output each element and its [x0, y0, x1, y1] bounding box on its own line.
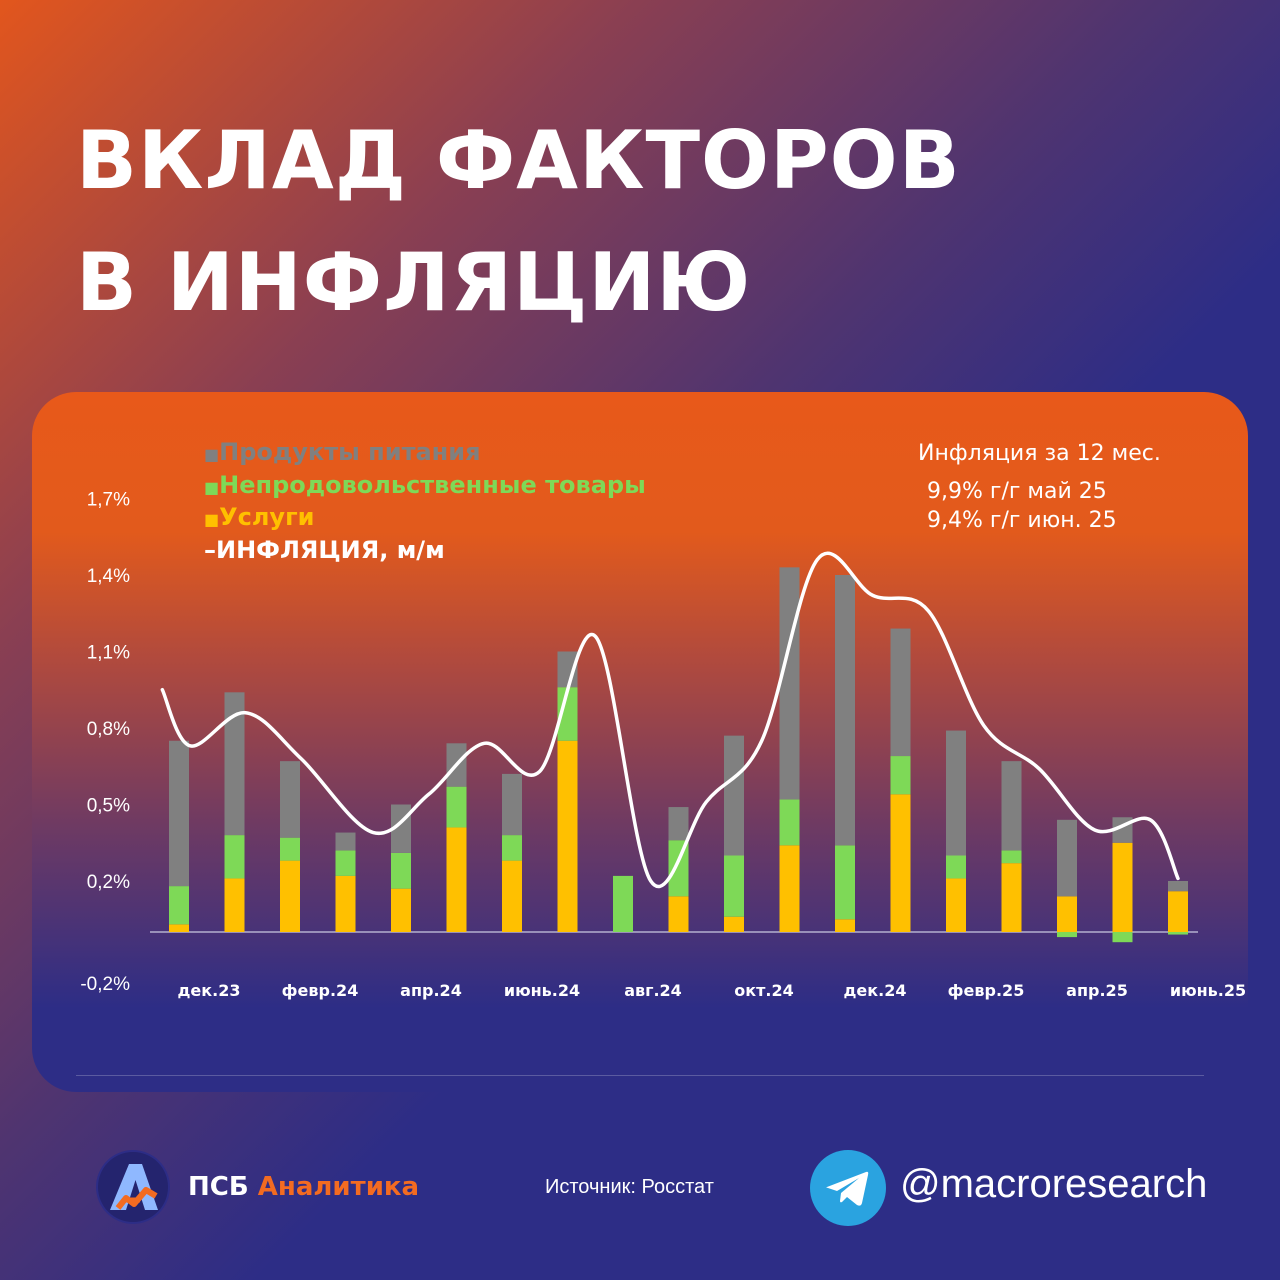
x-tick-label: июнь.24 — [504, 981, 580, 1000]
legend-marker: ■ — [204, 478, 219, 497]
legend-marker: – — [204, 536, 216, 564]
x-tick-label: окт.24 — [734, 981, 793, 1000]
telegram-handle[interactable]: @macroresearch — [900, 1162, 1208, 1206]
bar-segment — [1001, 761, 1022, 851]
legend-marker: ■ — [204, 445, 219, 464]
legend-marker: ■ — [204, 510, 219, 529]
bar-segment — [446, 827, 467, 932]
y-tick-label: 0,2% — [87, 872, 130, 893]
legend-label: Услуги — [219, 503, 314, 531]
x-tick-label: февр.24 — [282, 981, 359, 1000]
x-tick-label: дек.23 — [178, 981, 241, 1000]
annual-inflation-june: 9,4% г/г июн. 25 — [927, 508, 1117, 533]
legend-item: ■Услуги — [204, 503, 314, 531]
x-tick-label: февр.25 — [948, 981, 1025, 1000]
x-tick-label: июнь.25 — [1170, 981, 1246, 1000]
bar-segment — [1168, 932, 1188, 935]
bar-segment — [224, 878, 245, 932]
bar-segment — [224, 692, 245, 836]
bar-segment — [890, 756, 911, 795]
legend-label: Продукты питания — [219, 438, 480, 466]
legend-item: ■Непродовольственные товары — [204, 471, 646, 499]
bar-segment — [1168, 891, 1188, 932]
annual-inflation-may: 9,9% г/г май 25 — [927, 479, 1107, 504]
bar-segment — [280, 761, 300, 838]
legend-label: ИНФЛЯЦИЯ, м/м — [216, 536, 445, 564]
bar-segment — [557, 740, 578, 932]
bar-segment — [335, 875, 356, 932]
bar-segment — [280, 860, 300, 932]
y-tick-label: 1,1% — [87, 643, 130, 664]
bar-segment — [779, 799, 800, 846]
legend-item: ■Продукты питания — [204, 438, 480, 466]
bar-segment — [280, 837, 300, 861]
y-tick-label: 1,7% — [87, 490, 130, 511]
brand-part-2: Аналитика — [257, 1172, 420, 1202]
bar-segment — [779, 845, 800, 932]
bar-segment — [668, 840, 689, 897]
bar-segment — [835, 575, 855, 846]
bar-segment — [1057, 896, 1077, 932]
bar-segment — [724, 855, 744, 917]
bar-segment — [502, 773, 522, 836]
x-tick-label: дек.24 — [844, 981, 907, 1000]
bar-segment — [557, 687, 578, 741]
bar-segment — [391, 852, 411, 889]
bar-segment — [1001, 863, 1022, 932]
bar-segment — [835, 919, 855, 932]
bar-segment — [835, 845, 855, 920]
bar-segment — [1112, 932, 1133, 943]
bar-segment — [946, 855, 966, 879]
bar-segment — [946, 878, 966, 932]
psb-logo-icon — [96, 1150, 170, 1224]
bar-segment — [502, 835, 522, 861]
brand-name: ПСБ Аналитика — [188, 1172, 419, 1202]
y-tick-label: -0,2% — [80, 974, 130, 995]
bar-segment — [169, 886, 189, 925]
bar-segment — [169, 924, 189, 932]
x-tick-label: апр.25 — [1066, 981, 1128, 1000]
bar-segment — [1057, 819, 1077, 897]
bar-segment — [224, 835, 245, 879]
bar-segment — [1001, 850, 1022, 864]
bar-segment — [391, 888, 411, 932]
bar-segment — [668, 807, 689, 841]
bar-segment — [335, 832, 356, 851]
bar-segment — [1057, 932, 1077, 938]
title-line-2: В ИНФЛЯЦИЮ — [76, 236, 752, 329]
bar-segment — [613, 875, 633, 932]
bar-segment — [946, 730, 966, 856]
y-tick-label: 0,5% — [87, 796, 130, 817]
bar-segment — [890, 628, 911, 757]
bar-segment — [502, 860, 522, 932]
title-line-1: ВКЛАД ФАКТОРОВ — [76, 114, 961, 207]
chart-card: 1,7% 1,4% 1,1% 0,8% 0,5% 0,2% -0,2% дек.23 февр.… — [32, 392, 1248, 1092]
inflation-line — [160, 551, 1180, 889]
chart: 1,7% 1,4% 1,1% 0,8% 0,5% 0,2% -0,2% дек.23 февр.… — [80, 438, 1246, 1000]
brand-part-1: ПСБ — [188, 1172, 249, 1202]
legend-label: Непродовольственные товары — [219, 471, 646, 499]
y-tick-label: 0,8% — [87, 719, 130, 740]
bar-segment — [724, 916, 744, 932]
bar-segment — [335, 850, 356, 876]
bar-segment — [779, 567, 800, 800]
bar-segment — [1112, 842, 1133, 932]
bar-segment — [724, 735, 744, 856]
divider — [76, 1075, 1204, 1076]
legend-item: –ИНФЛЯЦИЯ, м/м — [204, 536, 445, 564]
bar-segment — [446, 786, 467, 828]
y-tick-label: 1,4% — [87, 566, 130, 587]
x-tick-label: апр.24 — [400, 981, 462, 1000]
bar-segment — [668, 896, 689, 932]
annual-inflation-heading: Инфляция за 12 мес. — [918, 441, 1161, 466]
bar-segment — [1168, 881, 1188, 892]
bar-segment — [890, 794, 911, 932]
page-title: ВКЛАД ФАКТОРОВ В ИНФЛЯЦИЮ — [76, 100, 961, 344]
telegram-icon[interactable] — [810, 1150, 886, 1226]
source-label: Источник: Росстат — [545, 1176, 714, 1198]
bar-segment — [169, 740, 189, 887]
x-tick-label: авг.24 — [624, 981, 682, 1000]
